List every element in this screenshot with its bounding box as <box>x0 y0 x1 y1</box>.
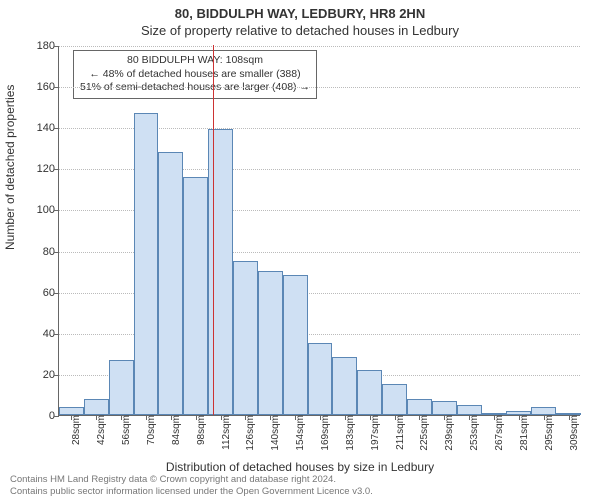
x-tick-label: 140sqm <box>266 415 281 451</box>
gridline <box>59 46 580 47</box>
x-tick-label: 295sqm <box>540 415 555 451</box>
x-tick-label: 28sqm <box>67 415 82 445</box>
annotation-box: 80 BIDDULPH WAY: 108sqm ← 48% of detache… <box>73 50 317 99</box>
x-tick-label: 309sqm <box>565 415 580 451</box>
histogram-bar <box>109 360 134 416</box>
x-tick-label: 281sqm <box>515 415 530 451</box>
y-tick-mark <box>54 210 59 211</box>
y-tick-mark <box>54 334 59 335</box>
histogram-bar <box>84 399 109 415</box>
y-tick-mark <box>54 87 59 88</box>
x-tick-label: 70sqm <box>142 415 157 445</box>
histogram-bar <box>382 384 407 415</box>
x-tick-label: 225sqm <box>415 415 430 451</box>
x-tick-label: 239sqm <box>440 415 455 451</box>
gridline <box>59 87 580 88</box>
plot-region: 80 BIDDULPH WAY: 108sqm ← 48% of detache… <box>58 46 580 416</box>
x-tick-label: 154sqm <box>291 415 306 451</box>
histogram-bar <box>357 370 382 415</box>
x-tick-label: 197sqm <box>366 415 381 451</box>
y-tick-mark <box>54 375 59 376</box>
page-subtitle: Size of property relative to detached ho… <box>0 21 600 38</box>
y-tick-mark <box>54 293 59 294</box>
x-tick-label: 42sqm <box>92 415 107 445</box>
x-tick-label: 267sqm <box>490 415 505 451</box>
x-tick-label: 211sqm <box>391 415 406 450</box>
histogram-bar <box>183 177 208 415</box>
histogram-bar <box>258 271 283 415</box>
histogram-bar <box>407 399 432 415</box>
histogram-bar <box>59 407 84 415</box>
histogram-bar <box>332 357 357 415</box>
y-tick-mark <box>54 252 59 253</box>
y-tick-mark <box>54 46 59 47</box>
annotation-line: ← 48% of detached houses are smaller (38… <box>80 68 310 82</box>
page-title: 80, BIDDULPH WAY, LEDBURY, HR8 2HN <box>0 0 600 21</box>
x-tick-label: 112sqm <box>217 415 232 450</box>
y-tick-mark <box>54 128 59 129</box>
histogram-bar <box>134 113 159 415</box>
marker-line <box>213 45 214 415</box>
y-axis-label: Number of detached properties <box>3 85 17 250</box>
histogram-bar <box>457 405 482 415</box>
x-axis-label: Distribution of detached houses by size … <box>0 460 600 474</box>
x-tick-label: 253sqm <box>465 415 480 451</box>
histogram-bar <box>158 152 183 415</box>
x-tick-label: 183sqm <box>341 415 356 451</box>
x-tick-label: 98sqm <box>192 415 207 445</box>
histogram-bar <box>531 407 556 415</box>
histogram-bar <box>283 275 308 415</box>
histogram-bar <box>308 343 333 415</box>
y-tick-mark <box>54 169 59 170</box>
x-tick-label: 126sqm <box>241 415 256 451</box>
footer: Contains HM Land Registry data © Crown c… <box>10 474 373 498</box>
x-tick-label: 169sqm <box>316 415 331 451</box>
histogram-bar <box>432 401 457 415</box>
chart-area: 80 BIDDULPH WAY: 108sqm ← 48% of detache… <box>58 46 580 416</box>
footer-line: Contains public sector information licen… <box>10 486 373 498</box>
histogram-bar <box>208 129 233 415</box>
x-tick-label: 84sqm <box>167 415 182 445</box>
footer-line: Contains HM Land Registry data © Crown c… <box>10 474 373 486</box>
y-tick-mark <box>54 416 59 417</box>
x-tick-label: 56sqm <box>117 415 132 445</box>
histogram-bar <box>233 261 258 415</box>
chart-container: 80, BIDDULPH WAY, LEDBURY, HR8 2HN Size … <box>0 0 600 500</box>
annotation-line: 80 BIDDULPH WAY: 108sqm <box>80 54 310 68</box>
